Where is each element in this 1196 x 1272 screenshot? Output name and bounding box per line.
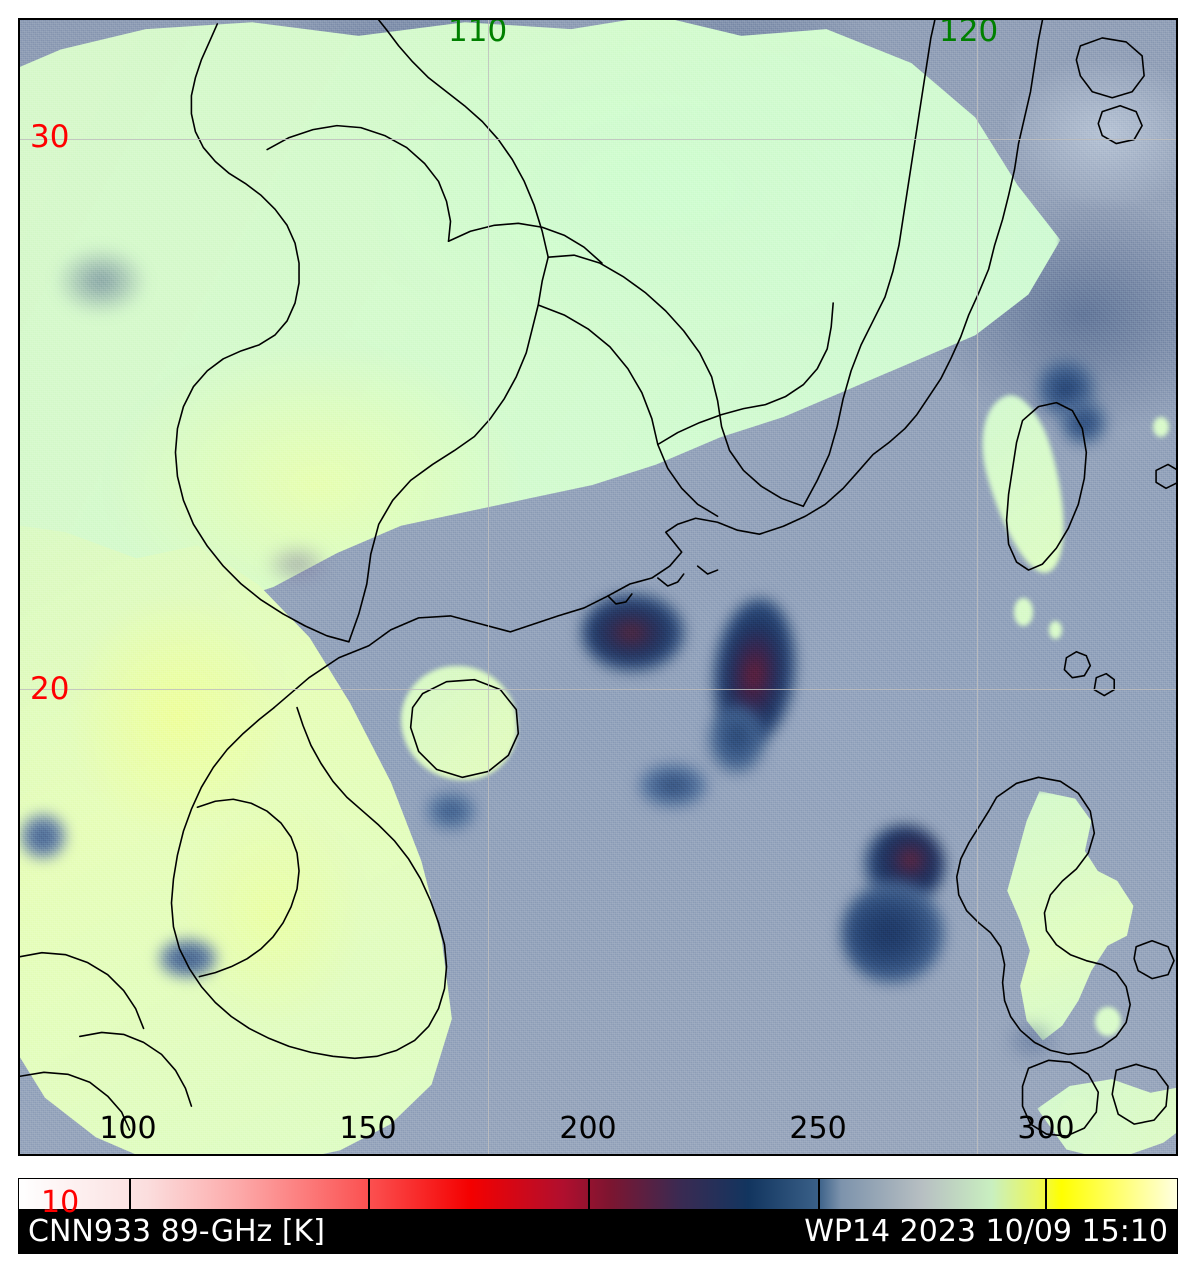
colorbar-overflow-label: 10 bbox=[41, 1185, 80, 1220]
cloud-cell-south bbox=[638, 762, 708, 809]
longitude-label-110: 110 bbox=[448, 18, 508, 49]
colorbar[interactable]: 10 bbox=[18, 1178, 1178, 1218]
longitude-label-120: 120 bbox=[939, 18, 999, 49]
colorbar-tick-150 bbox=[368, 1179, 371, 1209]
landmass-small-island-c bbox=[1152, 416, 1170, 438]
cloud-cell-southwest-c bbox=[20, 813, 67, 860]
convective-core-main-tail bbox=[707, 706, 766, 775]
product-label: CNN933 89-GHz [K] bbox=[28, 1214, 325, 1249]
colorbar-gradient bbox=[19, 1179, 1177, 1209]
latitude-label-30: 30 bbox=[30, 119, 70, 155]
cloud-cell-northwest bbox=[54, 246, 148, 315]
sensor-noise-texture bbox=[20, 20, 1176, 1154]
landmass-small-island-b bbox=[1048, 621, 1062, 640]
map-panel[interactable]: 30 20 110 120 bbox=[18, 18, 1178, 1156]
convective-core-philippines-lower bbox=[840, 881, 945, 984]
latitude-label-20: 20 bbox=[30, 671, 70, 707]
colorbar-tick-250 bbox=[817, 1179, 820, 1209]
colorbar-tick-100 bbox=[128, 1179, 131, 1209]
footer-bar: CNN933 89-GHz [K] WP14 2023 10/09 15:10 bbox=[18, 1210, 1178, 1254]
brightness-temperature-raster: 30 20 110 120 bbox=[20, 20, 1176, 1154]
storm-timestamp-label: WP14 2023 10/09 15:10 bbox=[804, 1214, 1168, 1249]
colorbar-tick-200 bbox=[588, 1179, 591, 1209]
colorbar-tick-300 bbox=[1045, 1179, 1048, 1209]
